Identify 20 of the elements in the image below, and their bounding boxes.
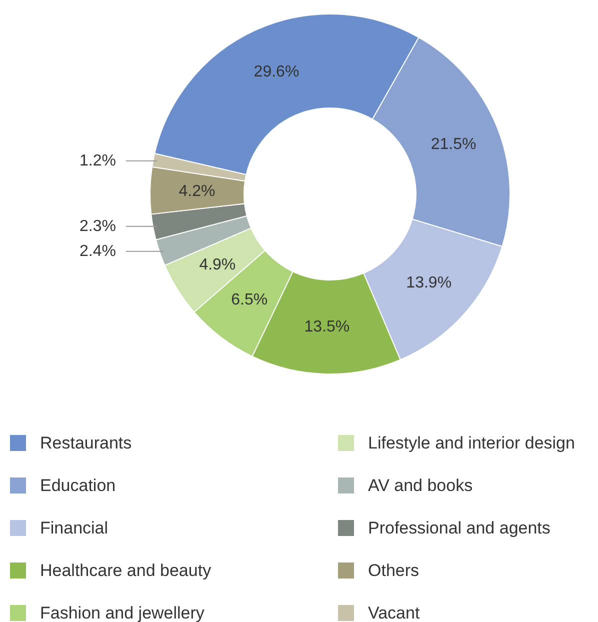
data-label: 2.3% [80, 218, 116, 235]
legend-label: Vacant [368, 604, 420, 622]
data-label: 21.5% [430, 136, 476, 154]
data-label: 4.2% [178, 182, 216, 200]
data-label: 13.9% [406, 274, 452, 292]
legend-label: Education [40, 476, 116, 495]
legend-label: Professional and agents [368, 518, 550, 538]
legend-label: Restaurants [40, 434, 132, 452]
data-label: 13.5% [304, 318, 350, 336]
data-label: 1.2% [80, 152, 116, 170]
legend-label: Others [368, 561, 420, 580]
legend-label: Fashion and jewellery [40, 604, 205, 622]
data-label: 2.4% [80, 242, 116, 260]
data-label: 6.5% [231, 291, 268, 308]
legend-label: Healthcare and beauty [40, 561, 212, 580]
legend-label: AV and books [368, 476, 473, 495]
legend-label: Lifestyle and interior design [368, 434, 575, 452]
data-label: 29.6% [254, 64, 300, 81]
data-label: 4.9% [199, 256, 236, 274]
legend-label: Financial [40, 518, 108, 538]
